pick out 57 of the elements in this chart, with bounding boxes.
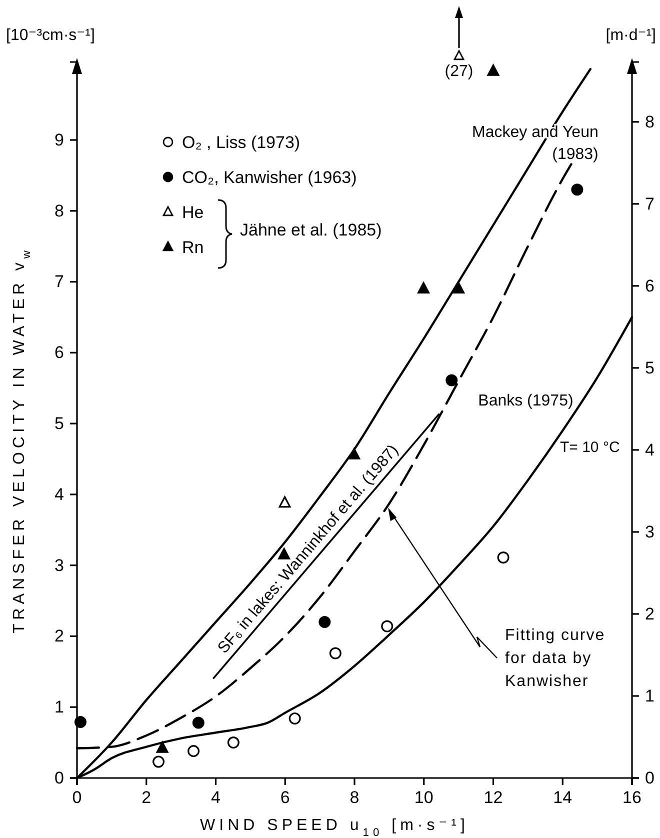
y-tick-label: 2 — [54, 626, 64, 646]
annotation: (27) — [444, 63, 474, 80]
y-tick-label: 9 — [54, 130, 64, 150]
point — [348, 448, 360, 460]
legend-label: CO₂, Kanwisher (1963) — [182, 168, 357, 187]
y2-tick-label: 4 — [645, 440, 654, 460]
legend-label: O₂ , Liss (1973) — [182, 133, 300, 152]
point — [192, 716, 204, 729]
text: [10⁻³cm·s⁻¹] — [6, 27, 95, 44]
x-tick-label: 16 — [622, 788, 642, 808]
series-label: Banks (1975) — [478, 392, 574, 410]
legend-label: He — [182, 203, 204, 222]
y-tick-label: 7 — [54, 272, 64, 292]
y2-tick-label: 2 — [645, 604, 654, 624]
legend-label: Rn — [182, 238, 204, 257]
y2-tick-label: 8 — [645, 112, 654, 132]
point — [487, 64, 500, 76]
x-axis-title: WIND SPEED u$_{10}$ [m·s⁻¹] — [200, 817, 469, 838]
point — [156, 741, 168, 753]
y2-tick-label: 1 — [645, 686, 654, 706]
point — [571, 184, 584, 196]
x-tick-label: 4 — [211, 788, 220, 808]
y2-tick-label: 0 — [645, 768, 654, 788]
y-tick-label: 5 — [54, 414, 64, 433]
y2-tick-label: 7 — [645, 194, 654, 214]
point — [329, 647, 342, 660]
point — [418, 282, 430, 294]
point — [446, 374, 458, 386]
x-tick-label: 10 — [414, 788, 434, 808]
x-tick-label: 8 — [350, 788, 360, 808]
annotation: T= 10 °C — [560, 439, 620, 456]
x-tick-label: 0 — [72, 788, 82, 808]
y2-tick-label: 6 — [645, 276, 654, 296]
point — [227, 736, 240, 749]
y-tick-label: 1 — [54, 698, 64, 717]
x-tick-label: 12 — [484, 788, 503, 808]
annotation: Fitting curve for data by Kanwisher — [505, 627, 606, 690]
y2-tick-label: 3 — [645, 522, 654, 542]
point — [452, 282, 465, 294]
y2-axis-title: [m·d⁻¹] — [606, 27, 656, 44]
point — [188, 745, 200, 758]
y-tick-label: 4 — [54, 484, 64, 504]
y2-tick-label: 5 — [645, 358, 654, 378]
annotation: Jähne et al. (1985) — [240, 220, 382, 240]
point — [288, 712, 301, 724]
x-tick-label: 6 — [280, 788, 290, 808]
x-tick-label: 2 — [142, 788, 152, 808]
point — [152, 756, 165, 768]
y-tick-label: 0 — [54, 768, 64, 788]
y-tick-label: 3 — [54, 556, 64, 575]
y-tick-label: 8 — [54, 201, 64, 220]
point — [278, 496, 291, 508]
x-tick-label: 14 — [553, 788, 572, 808]
point — [497, 552, 510, 564]
point — [381, 620, 394, 632]
y-tick-label: 6 — [54, 343, 64, 362]
point — [318, 616, 331, 628]
